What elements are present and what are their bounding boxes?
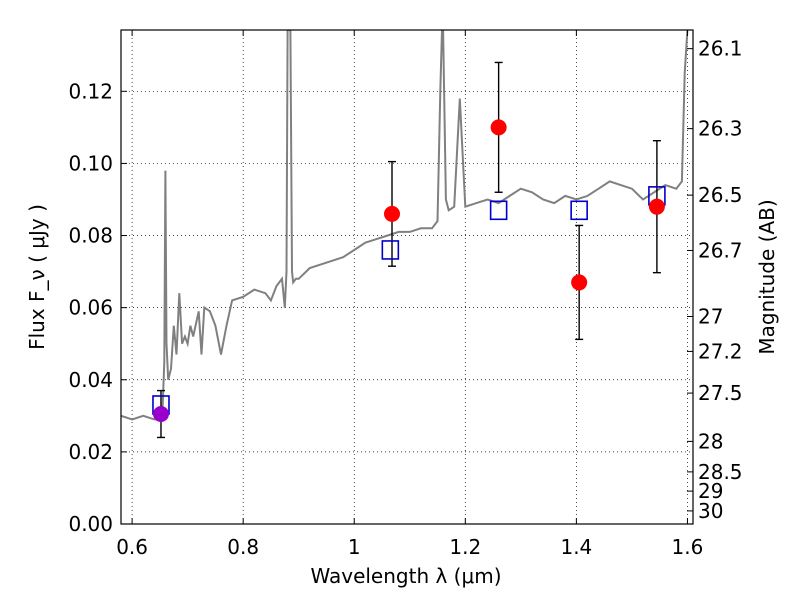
y-tick-label: 0.06: [68, 296, 113, 320]
x-tick-label: 1.6: [672, 535, 704, 559]
x-tick-label: 0.8: [227, 535, 259, 559]
right-tick-label: 28.5: [698, 460, 743, 484]
x-tick-label: 0.6: [116, 535, 148, 559]
grid: [121, 30, 693, 525]
right-tick-label: 27.5: [698, 381, 743, 405]
right-tick-label: 29: [698, 479, 723, 503]
x-tick-label: 1: [348, 535, 361, 559]
y-tick-label: 0.04: [68, 368, 113, 392]
right-tick-label: 30: [698, 499, 723, 523]
right-tick-label: 26.7: [698, 238, 743, 262]
model-point: [570, 200, 588, 221]
x-axis-label: Wavelength λ (μm): [310, 564, 501, 588]
observed-point: [384, 205, 401, 222]
plot-area: [121, 30, 689, 439]
spectrum-line: [121, 30, 689, 421]
right-tick-label: 26.5: [698, 183, 743, 207]
y-tick-label: 0.10: [68, 151, 113, 175]
observed-point: [490, 119, 507, 136]
y-tick-label: 0.08: [68, 224, 113, 248]
error-bars: [156, 61, 661, 439]
y-tick-label: 0.00: [68, 512, 113, 536]
y-tick-label: 0.02: [68, 440, 113, 464]
x-tick-label: 1.2: [449, 535, 481, 559]
y-axis-label: Flux F_ν ( μJy ): [25, 204, 49, 350]
model-point: [489, 200, 508, 221]
right-tick-label: 28: [698, 429, 723, 453]
plot-frame: [120, 29, 694, 525]
y-tick-label: 0.12: [68, 79, 113, 103]
y-axis-ticks: 0.00 0.02 0.04 0.06 0.08 0.10 0.12: [68, 79, 127, 536]
right-tick-label: 27.2: [698, 339, 743, 363]
x-axis-ticks: 0.6 0.8 1 1.2 1.4 1.6: [116, 30, 703, 559]
right-tick-label: 26.1: [698, 37, 743, 61]
observed-point: [571, 274, 588, 291]
observed-points: [152, 119, 665, 423]
observed-point: [152, 406, 169, 423]
right-tick-label: 26.3: [698, 117, 743, 141]
x-tick-label: 1.4: [560, 535, 592, 559]
observed-point: [648, 198, 665, 215]
right-tick-label: 27: [698, 305, 723, 329]
model-point: [381, 240, 400, 260]
right-axis-label: Magnitude (AB): [755, 199, 779, 354]
